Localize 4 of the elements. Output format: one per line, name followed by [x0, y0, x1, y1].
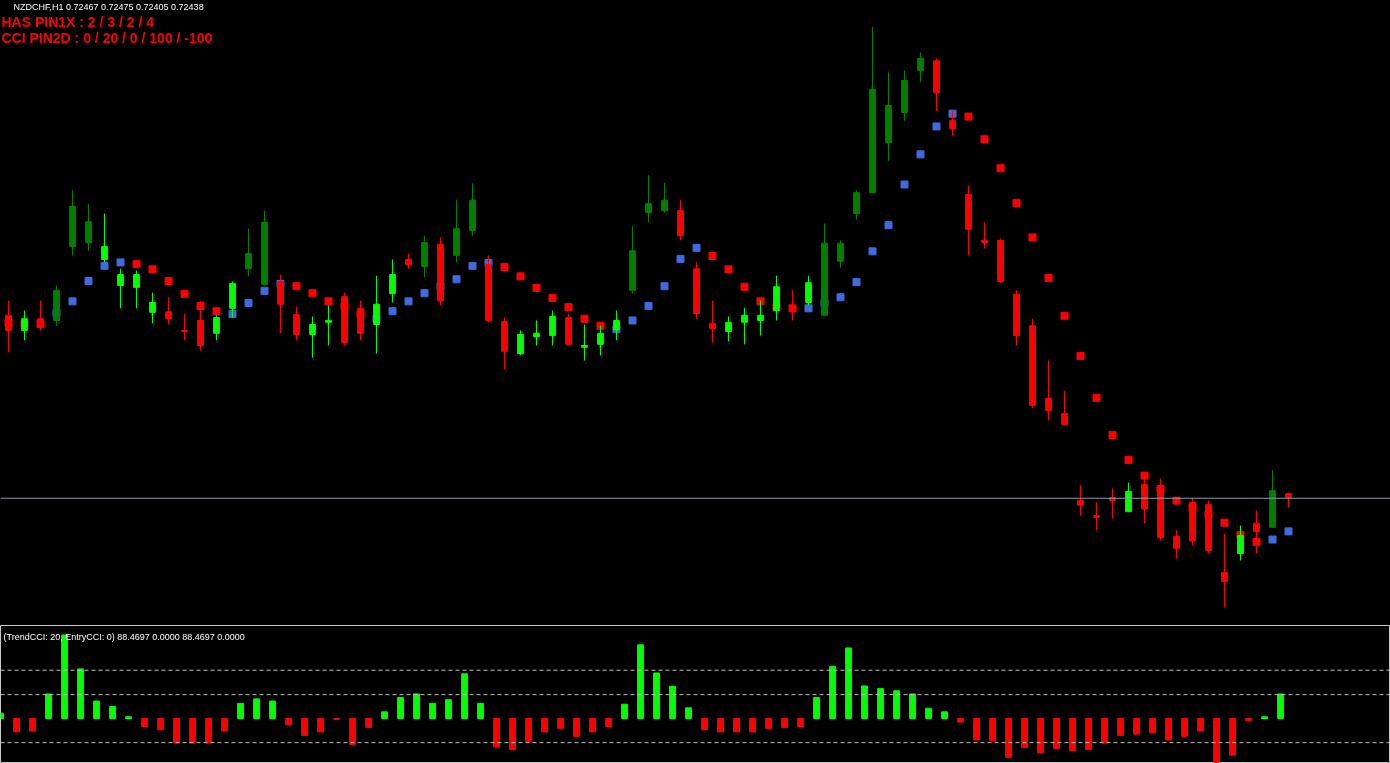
chart-title: NZDCHF,H1 0.72467 0.72475 0.72405 0.72438 — [13, 1, 204, 12]
chart-title: (TrendCCI: 20, EntryCCI: 0) 88.4697 0.0000 88.4697 0.0000 — [3, 631, 245, 642]
annotation: CCI PIN2D : 0 / 20 / 0 / 100 / -100 — [1, 29, 213, 46]
annotation: HAS PIN1X : 2 / 3 / 2 / 4 — [1, 13, 155, 30]
